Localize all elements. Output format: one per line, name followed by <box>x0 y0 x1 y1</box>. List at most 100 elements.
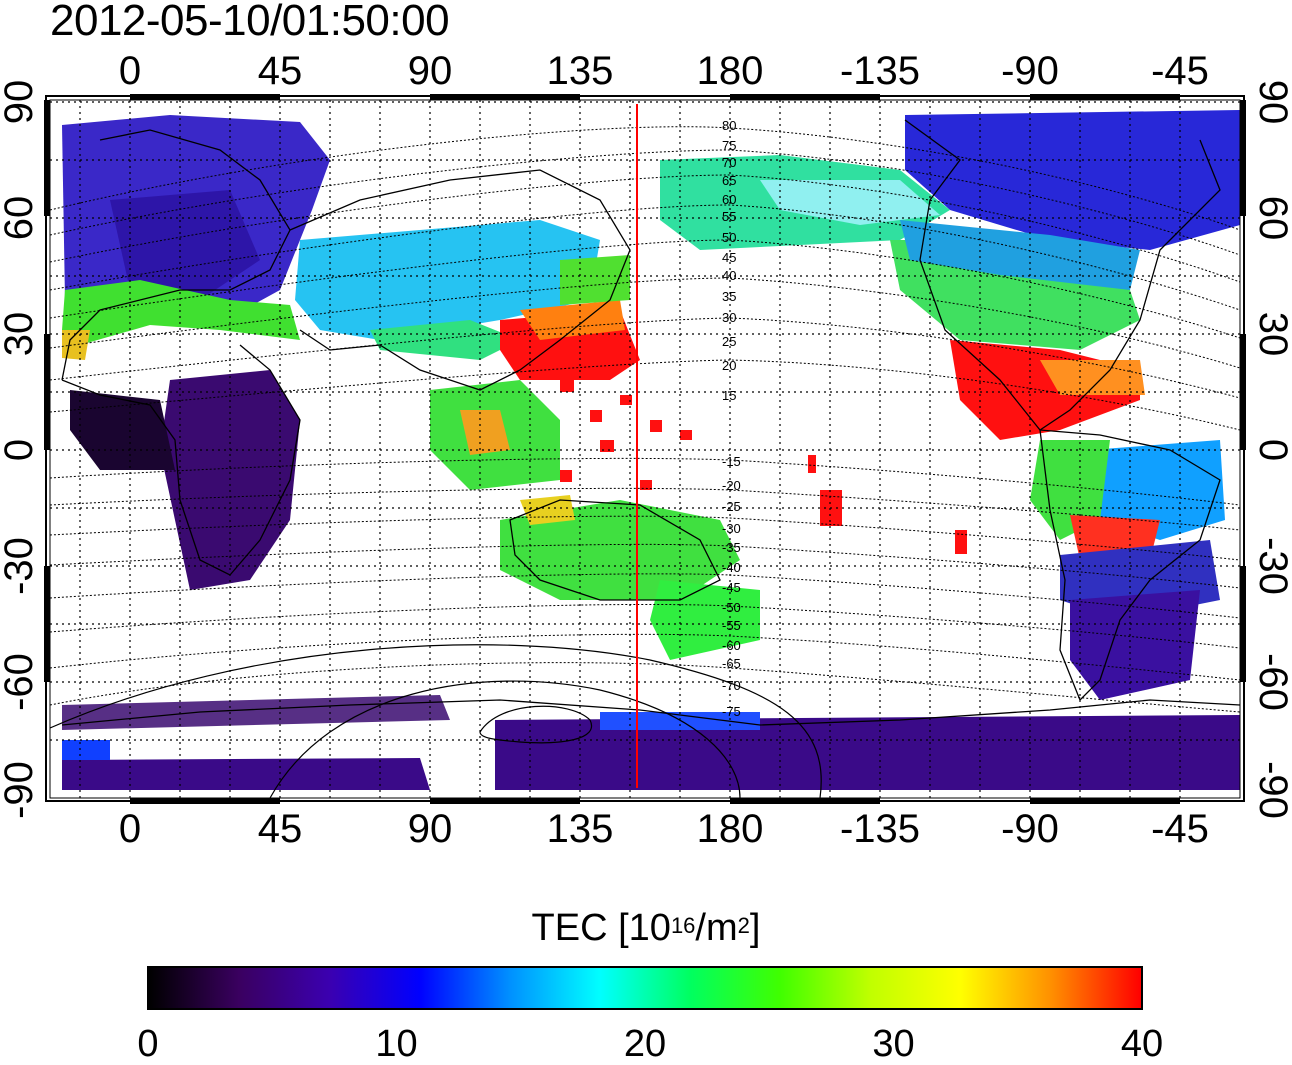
bottom-lon-label: 90 <box>408 807 453 851</box>
high-latitude-america-tec <box>905 110 1240 250</box>
asia-coastline <box>289 169 631 391</box>
magnetic-latitude-label: 40 <box>722 268 736 283</box>
magnetic-latitude-label: 70 <box>722 155 736 170</box>
bottom-lon-label: -135 <box>840 807 920 851</box>
bottom-lon-label: -45 <box>1151 807 1209 851</box>
magnetic-latitude-label: -30 <box>722 521 741 536</box>
south-indian-tec-band <box>62 695 450 730</box>
top-lon-label: -45 <box>1151 49 1209 93</box>
left-lat-label: -30 <box>0 537 41 595</box>
colorbar-tick-label: 10 <box>375 1023 418 1065</box>
right-lat-label: -30 <box>1251 537 1292 595</box>
pacific-red-patches <box>560 380 967 554</box>
top-lon-label: -135 <box>840 49 920 93</box>
left-lat-label: 30 <box>0 312 41 357</box>
right-lat-label: 90 <box>1251 80 1292 125</box>
right-lat-label: 60 <box>1251 196 1292 241</box>
right-latitude-axis: 90 60 30 0 -30 -60 -90 <box>1251 80 1292 819</box>
antarctica-tec-region <box>495 715 1240 790</box>
magnetic-latitude-label: 50 <box>722 230 736 245</box>
sumatra-tec-patch <box>460 410 510 455</box>
south-america-coastline <box>1039 429 1221 702</box>
coastlines <box>61 119 1240 726</box>
top-lon-label: 90 <box>408 49 453 93</box>
top-longitude-axis: 0 45 90 135 180 -135 -90 -45 <box>119 49 1209 93</box>
magnetic-latitude-label: 20 <box>722 358 736 373</box>
top-lon-label: 180 <box>697 49 764 93</box>
bottom-lon-label: 180 <box>697 807 764 851</box>
colorbar-title-exponent-2: 2 <box>737 913 750 938</box>
central-asia-tec-band <box>370 320 520 360</box>
colorbar-title-suffix: ] <box>749 907 761 949</box>
south-america-green-tec <box>1030 440 1110 540</box>
magnetic-latitude-label: -75 <box>722 704 741 719</box>
alaska-cyan-tec-band <box>760 180 940 225</box>
colorbar-title-unit: /m <box>695 907 738 949</box>
colorbar-title-exponent: 16 <box>670 913 696 938</box>
magnetic-latitude-label: -15 <box>722 454 741 469</box>
nw-australia-tec-patch <box>520 495 575 525</box>
mediterranean-tec-band <box>62 280 300 345</box>
bottom-lon-label: 45 <box>258 807 303 851</box>
right-lat-label: -90 <box>1251 761 1292 819</box>
magnetic-latitude-label: -65 <box>722 656 741 671</box>
map-grid <box>50 100 1240 798</box>
japan-green-tec <box>560 255 630 305</box>
antarctica-west-tec <box>62 758 430 790</box>
magnetic-latitude-label: 30 <box>722 310 736 325</box>
gulf-tec-patch <box>1040 360 1145 395</box>
magnetic-latitude-label: 60 <box>722 192 736 207</box>
antarctica-blue-tec <box>600 712 760 730</box>
colorbar-title-prefix: TEC [10 <box>531 907 671 949</box>
colorbar-tick-label: 30 <box>872 1023 915 1065</box>
colorbar-tick-label: 0 <box>137 1023 159 1065</box>
magnetic-latitude-label: 35 <box>722 289 736 304</box>
map-title: 2012-05-10/01:50:00 <box>50 0 450 45</box>
africa-coastline <box>61 344 301 576</box>
europe-coastline <box>61 129 291 381</box>
magnetic-latitude-label: -25 <box>722 499 741 514</box>
japan-orange-tec <box>520 300 625 340</box>
right-lat-label: 0 <box>1251 439 1292 461</box>
north-america-upper-tec <box>900 220 1140 290</box>
magnetic-latitude-label: -60 <box>722 638 741 653</box>
bottom-lon-label: 135 <box>547 807 614 851</box>
top-lon-label: 45 <box>258 49 303 93</box>
iberia-tec-patch <box>62 330 90 360</box>
antarctica-coastline <box>61 699 1240 726</box>
left-lat-label: -60 <box>0 653 41 711</box>
magnetic-latitude-label: -45 <box>722 580 741 595</box>
magnetic-latitude-label: 55 <box>722 209 736 224</box>
magnetic-latitude-label: -55 <box>722 618 741 633</box>
top-lon-label: 135 <box>547 49 614 93</box>
map-frame <box>44 94 1246 804</box>
colorbar-tick-label: 20 <box>623 1023 667 1065</box>
magnetic-latitude-label: -20 <box>722 478 741 493</box>
magnetic-latitude-label: -70 <box>722 678 741 693</box>
magnetic-latitude-label: 80 <box>722 118 736 133</box>
top-lon-label: -90 <box>1001 49 1059 93</box>
left-lat-label: -90 <box>0 761 41 819</box>
west-africa-tec-region <box>70 390 175 470</box>
magnetic-latitude-label: 65 <box>722 173 736 188</box>
magnetic-latitude-label: 25 <box>722 334 736 349</box>
magnetic-latitude-label: -40 <box>722 560 741 575</box>
magnetic-latitude-label: 45 <box>722 250 736 265</box>
bottom-longitude-axis: 0 45 90 135 180 -135 -90 -45 <box>119 807 1209 851</box>
australia-coastline <box>509 499 721 601</box>
left-lat-label: 60 <box>0 196 41 241</box>
south-atlantic-blue-patch <box>62 740 110 760</box>
colorbar-title: TEC [1016/m2] <box>0 905 1292 951</box>
top-lon-label: 0 <box>119 49 141 93</box>
magnetic-latitude-label: 15 <box>722 388 736 403</box>
bottom-lon-label: -90 <box>1001 807 1059 851</box>
left-latitude-axis: 90 60 30 0 -30 -60 -90 <box>0 80 41 819</box>
magnetic-latitude-label: -35 <box>722 540 741 555</box>
new-zealand-tec-region <box>650 580 760 660</box>
right-lat-label: 30 <box>1251 312 1292 357</box>
left-lat-label: 90 <box>0 80 41 125</box>
south-america-cyan-tec <box>1090 440 1225 540</box>
left-lat-label: 0 <box>0 439 41 461</box>
magnetic-latitude-label: -50 <box>722 600 741 615</box>
south-pole-contours <box>50 644 822 798</box>
